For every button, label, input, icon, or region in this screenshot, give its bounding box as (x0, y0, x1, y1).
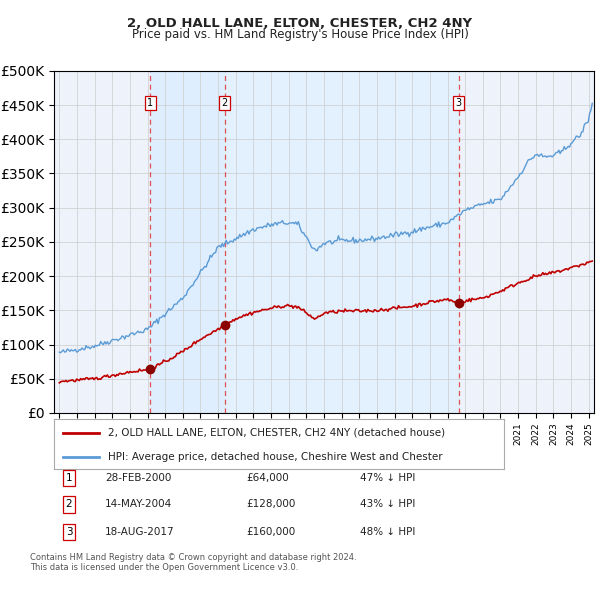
Text: 1: 1 (147, 98, 154, 108)
Bar (151, 71, 224, 413)
Text: 3: 3 (65, 527, 73, 537)
Text: Contains HM Land Registry data © Crown copyright and database right 2024.: Contains HM Land Registry data © Crown c… (30, 553, 356, 562)
Text: 3: 3 (455, 98, 462, 108)
Text: 2, OLD HALL LANE, ELTON, CHESTER, CH2 4NY (detached house): 2, OLD HALL LANE, ELTON, CHESTER, CH2 4N… (108, 428, 445, 438)
Text: £160,000: £160,000 (246, 527, 295, 537)
Text: 48% ↓ HPI: 48% ↓ HPI (360, 527, 415, 537)
Text: 2, OLD HALL LANE, ELTON, CHESTER, CH2 4NY: 2, OLD HALL LANE, ELTON, CHESTER, CH2 4N… (127, 17, 473, 30)
Text: £64,000: £64,000 (246, 473, 289, 483)
Text: 43% ↓ HPI: 43% ↓ HPI (360, 500, 415, 509)
Text: 1: 1 (65, 473, 73, 483)
Text: 18-AUG-2017: 18-AUG-2017 (105, 527, 175, 537)
Text: 28-FEB-2000: 28-FEB-2000 (105, 473, 172, 483)
Text: 2: 2 (221, 98, 228, 108)
Text: 14-MAY-2004: 14-MAY-2004 (105, 500, 172, 509)
Text: This data is licensed under the Open Government Licence v3.0.: This data is licensed under the Open Gov… (30, 563, 298, 572)
Text: HPI: Average price, detached house, Cheshire West and Chester: HPI: Average price, detached house, Ches… (108, 451, 443, 461)
Bar (224, 71, 458, 413)
Text: 2: 2 (65, 500, 73, 509)
Text: £128,000: £128,000 (246, 500, 295, 509)
Text: 47% ↓ HPI: 47% ↓ HPI (360, 473, 415, 483)
Text: Price paid vs. HM Land Registry's House Price Index (HPI): Price paid vs. HM Land Registry's House … (131, 28, 469, 41)
